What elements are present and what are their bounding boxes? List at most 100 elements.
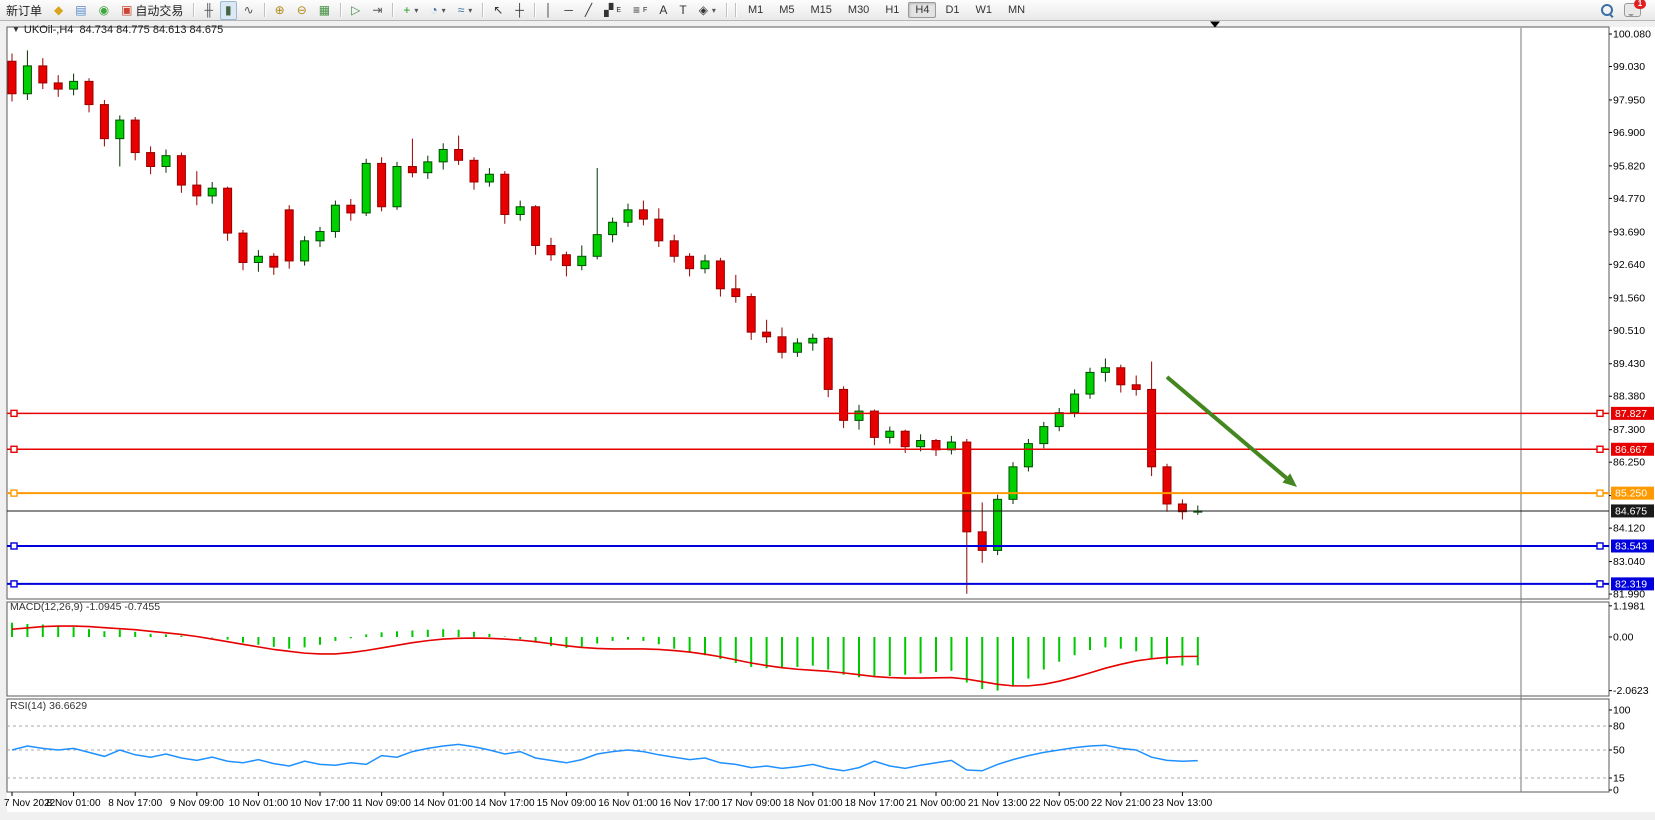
- timeframe-button-d1[interactable]: D1: [945, 4, 960, 16]
- toolbar: 新订单 ◆ ▤ ◉ ▣ 自动交易 ╫ ▮ ∿ ⊕ ⊖ ▦ ▷ ⇥ + ▾ ◔ ▾ ≈ ▾ ↖ ┼ │ ─ ╱ ▞ E ≡ F A T ◈ ▾ M1…: [0, 0, 1655, 21]
- line-handle[interactable]: [10, 445, 18, 453]
- bar-chart-icon[interactable]: ╫: [199, 1, 218, 20]
- bearish-candle: [1147, 388, 1157, 468]
- line-handle[interactable]: [10, 489, 18, 497]
- text-label-icon[interactable]: T: [674, 1, 691, 20]
- bearish-candle: [731, 288, 741, 298]
- rsi-tick-label: 100: [1613, 705, 1631, 717]
- line-handle[interactable]: [10, 409, 18, 418]
- market-watch-icon[interactable]: ▤: [70, 1, 91, 20]
- template-icon[interactable]: ≈ ▾: [453, 1, 478, 20]
- main-chart-panel[interactable]: [6, 26, 1610, 600]
- indicators-icon[interactable]: + ▾: [398, 1, 423, 20]
- auto-trading-button[interactable]: ▣ 自动交易: [116, 1, 188, 20]
- dropdown-arrow-icon[interactable]: ▾: [414, 5, 419, 15]
- candlesticks: [7, 50, 1203, 594]
- bearish-candle: [176, 155, 186, 186]
- bullish-candle: [916, 440, 926, 448]
- fibonacci-icon[interactable]: ≡ F: [628, 1, 652, 20]
- quotes-window-icon[interactable]: ◆: [49, 1, 68, 20]
- arrows-icon[interactable]: ◈ ▾: [694, 1, 721, 20]
- rsi-panel[interactable]: [6, 698, 1610, 793]
- macd-signal-line: [11, 625, 1198, 687]
- vertical-line-icon[interactable]: │: [540, 1, 558, 20]
- line-handle[interactable]: [1596, 445, 1604, 453]
- bearish-candle: [407, 166, 417, 174]
- equidistant-channel-icon: ▞: [604, 3, 614, 17]
- line-handle[interactable]: [1596, 580, 1604, 588]
- chart-symbol-period: UKOil-,H4: [23, 24, 74, 36]
- dropdown-arrow-icon[interactable]: ▾: [711, 5, 716, 15]
- bearish-candle: [531, 206, 541, 246]
- bearish-candle: [38, 65, 48, 84]
- crosshair-icon[interactable]: ┼: [510, 1, 529, 20]
- price-badge: [1611, 442, 1654, 456]
- chart-menu-arrow-icon[interactable]: ▼: [12, 25, 20, 34]
- candlestick-chart-icon[interactable]: ▮: [219, 0, 237, 20]
- timeframe-button-m1[interactable]: M1: [747, 4, 764, 16]
- price-tick-label: 92.640: [1613, 259, 1645, 271]
- dropdown-arrow-icon[interactable]: ▾: [441, 5, 446, 15]
- timeframe-button-m30[interactable]: M30: [847, 4, 870, 16]
- line-handle[interactable]: [1596, 489, 1604, 497]
- bearish-candle: [346, 204, 356, 214]
- bearish-candle: [638, 209, 648, 220]
- trend-arrow[interactable]: [1165, 375, 1297, 487]
- notifications-icon[interactable]: 1: [1624, 0, 1646, 17]
- dropdown-arrow-icon[interactable]: ▾: [468, 5, 473, 15]
- equidistant-channel-icon[interactable]: ▞ E: [599, 1, 626, 20]
- timeframe-button-m5[interactable]: M5: [779, 4, 795, 16]
- text-icon[interactable]: A: [654, 1, 672, 20]
- signals-icon[interactable]: ◉: [94, 1, 114, 20]
- bearish-candle: [546, 244, 556, 256]
- timeframe-button-m15[interactable]: M15: [810, 4, 832, 16]
- bullish-candle: [1023, 443, 1033, 468]
- chart-shift-icon[interactable]: ⇥: [367, 1, 387, 20]
- bullish-candle: [484, 173, 494, 183]
- timeframe-button-h1[interactable]: H1: [885, 4, 900, 16]
- line-chart-icon[interactable]: ∿: [239, 1, 259, 20]
- bullish-candle: [792, 342, 802, 353]
- macd-tick-label: -2.0623: [1613, 685, 1649, 697]
- trend-arrow-head[interactable]: [1282, 473, 1297, 487]
- cursor-icon[interactable]: ↖: [488, 1, 508, 20]
- tile-windows-icon[interactable]: ▦: [314, 1, 335, 20]
- price-tick-label: 86.250: [1613, 457, 1645, 469]
- macd-indicator-label: MACD(12,26,9) -1.0945 -0.7455: [10, 601, 160, 613]
- timeframe-button-h4[interactable]: H4: [908, 2, 937, 18]
- line-handle[interactable]: [1596, 409, 1604, 418]
- trend-arrow-shaft[interactable]: [1165, 375, 1288, 480]
- trendline-icon[interactable]: ╱: [580, 1, 597, 20]
- rsi-tick-label: 0: [1613, 785, 1619, 797]
- bearish-candle: [777, 336, 787, 353]
- horizontal-line-icon[interactable]: ─: [559, 1, 578, 20]
- periods-icon[interactable]: ◔ ▾: [425, 1, 450, 20]
- chart-shift-marker-icon[interactable]: [1210, 21, 1220, 28]
- macd-axis: 1.1981 0.00 -2.0623: [1609, 600, 1649, 697]
- time-tick-label: 16 Nov 01:00: [598, 798, 658, 809]
- bullish-candle: [608, 221, 618, 236]
- macd-panel[interactable]: [6, 601, 1610, 697]
- price-tick-label: 99.030: [1613, 61, 1645, 73]
- rsi-tick-label: 80: [1613, 721, 1625, 733]
- bearish-candle: [192, 184, 202, 197]
- rsi-tick-label: 50: [1613, 745, 1625, 757]
- line-handle[interactable]: [10, 542, 18, 550]
- zoom-out-icon[interactable]: ⊖: [292, 1, 312, 20]
- bullish-candle: [885, 430, 895, 438]
- auto-scroll-icon[interactable]: ▷: [346, 1, 365, 20]
- timeframe-button-mn[interactable]: MN: [1008, 4, 1026, 16]
- price-tick-label: 100.080: [1613, 29, 1651, 41]
- price-tick-label: 96.900: [1613, 127, 1645, 139]
- new-order-button[interactable]: 新订单: [1, 1, 47, 20]
- search-icon[interactable]: [1601, 3, 1614, 18]
- zoom-in-icon[interactable]: ⊕: [270, 1, 290, 20]
- bullish-candle: [22, 65, 32, 95]
- line-handle[interactable]: [10, 580, 18, 588]
- timeframe-button-w1[interactable]: W1: [975, 4, 993, 16]
- line-handle[interactable]: [1596, 542, 1604, 550]
- toolbar-separator: [734, 3, 736, 17]
